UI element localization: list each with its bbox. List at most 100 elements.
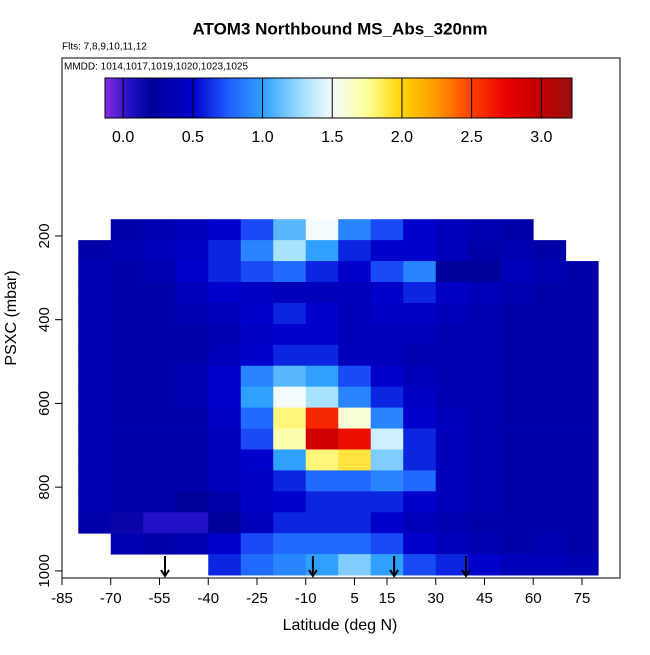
heat-cell [468,533,502,555]
heat-cell [240,470,274,492]
heat-cell [500,344,534,367]
heat-cell [78,491,112,513]
heat-cell [435,428,469,450]
heat-cell [240,554,274,576]
heat-cell [175,533,209,555]
heat-cell [338,344,372,367]
arrow [160,556,170,578]
arrow [461,556,471,578]
heat-cell [533,281,567,304]
heat-cell [240,302,274,325]
heat-cell [78,365,112,388]
heat-cell [533,344,567,367]
heat-cell [143,281,177,304]
heat-cell [240,344,274,367]
arrow [308,556,318,578]
heat-cell [565,365,599,388]
heat-cell [78,428,112,450]
heat-cell [143,219,177,241]
heat-cell [370,491,404,513]
chart-title: ATOM3 Northbound MS_Abs_320nm [192,19,487,38]
heat-cell [208,240,242,262]
heat-cell [370,533,404,555]
heat-cell [143,365,177,388]
heat-cell [403,407,437,429]
heat-cell [175,323,209,346]
heat-cell [500,281,534,304]
heat-cell [305,302,339,325]
heat-cell [175,219,209,241]
heat-cell [338,449,372,471]
heat-cell [175,344,209,367]
heat-cell [500,428,534,450]
x-tick-label: -85 [51,590,73,607]
heat-cell [240,512,274,534]
heat-cell [468,219,502,241]
heat-cell [370,554,404,576]
heat-cell [468,449,502,471]
heat-cell [370,449,404,471]
heat-cell [468,491,502,513]
heat-cell [305,344,339,367]
heat-cell [370,302,404,325]
heat-cell [500,302,534,325]
heat-cell [273,240,307,262]
colorbar-tick-label: 1.5 [321,129,343,146]
heat-cell [435,240,469,262]
heat-cell [273,512,307,534]
heat-cell [533,240,567,262]
heat-cell [500,365,534,388]
y-tick-label: 600 [36,391,53,416]
heat-cell [370,512,404,534]
heat-cell [370,261,404,283]
heat-cell [500,512,534,534]
heat-cell [208,554,242,576]
heat-cell [435,219,469,241]
heat-cell [500,386,534,408]
heat-cell [533,554,567,576]
heat-cell [110,407,144,429]
heat-cell [240,219,274,241]
heat-cell [273,449,307,471]
heat-cell [305,219,339,241]
heat-cell [370,386,404,408]
heat-cell [110,219,144,241]
heat-cell [208,323,242,346]
heat-cell [305,449,339,471]
x-axis-label: Latitude (deg N) [283,617,398,634]
x-tick-label: -10 [295,590,317,607]
heat-cell [208,533,242,555]
heat-cell [273,428,307,450]
heat-cell [143,512,177,534]
heat-cell [175,470,209,492]
x-tick-label: 5 [350,590,358,607]
heat-cell [403,219,437,241]
heat-cell [305,365,339,388]
heat-cell [143,386,177,408]
heat-cell [403,470,437,492]
heat-cell [305,261,339,283]
heat-cell [403,428,437,450]
heat-cell [208,428,242,450]
heat-cell [533,365,567,388]
heat-cell [273,323,307,346]
heat-cell [468,512,502,534]
heat-cell [305,470,339,492]
heat-cell [435,449,469,471]
heat-cell [468,428,502,450]
heat-cell [403,240,437,262]
heat-cell [338,219,372,241]
heat-cell [468,261,502,283]
heat-cell [403,449,437,471]
heat-cell [78,261,112,283]
heat-cell [500,240,534,262]
heat-cell [240,261,274,283]
heat-cell [240,491,274,513]
heat-cell [143,533,177,555]
heat-cell [565,449,599,471]
heat-cell [370,407,404,429]
x-tick-label: 45 [476,590,493,607]
heat-cell [338,470,372,492]
heat-cell [533,470,567,492]
